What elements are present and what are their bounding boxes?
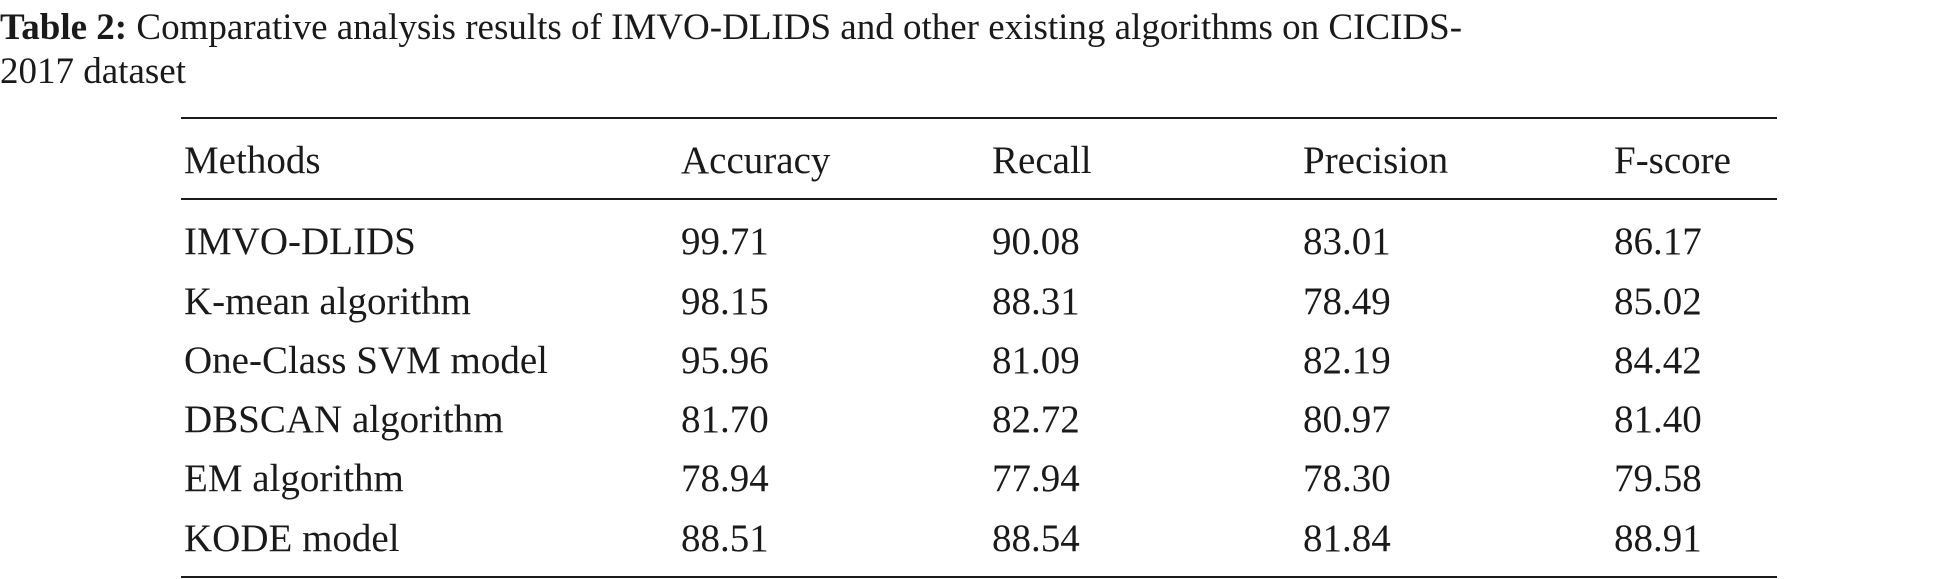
cell-f-score: 85.02 [1614, 280, 1702, 323]
header-f-score: F-score [1614, 139, 1731, 182]
cell-accuracy: 98.15 [681, 280, 769, 323]
header-accuracy: Accuracy [681, 139, 831, 182]
cell-precision: 78.49 [1303, 280, 1391, 323]
table-row: IMVO-DLIDS 99.71 90.08 83.01 86.17 [181, 200, 1777, 272]
cell-accuracy: 95.96 [681, 339, 769, 382]
header-precision: Precision [1303, 139, 1449, 182]
cell-f-score: 88.91 [1614, 516, 1702, 560]
cell-accuracy: 88.51 [681, 516, 769, 560]
table-header: Methods Accuracy Recall Precision F-scor… [181, 119, 1777, 198]
cell-method: KODE model [184, 516, 400, 560]
results-table-body: IMVO-DLIDS 99.71 90.08 83.01 86.17 K-mea… [181, 200, 1777, 576]
cell-precision: 80.97 [1303, 398, 1391, 441]
cell-precision: 83.01 [1303, 219, 1391, 263]
cell-precision: 78.30 [1303, 457, 1391, 500]
cell-recall: 82.72 [992, 398, 1080, 441]
cell-method: K-mean algorithm [184, 280, 471, 323]
cell-recall: 90.08 [992, 219, 1080, 263]
cell-recall: 88.54 [992, 516, 1080, 560]
cell-f-score: 79.58 [1614, 457, 1702, 500]
cell-recall: 81.09 [992, 339, 1080, 382]
header-recall: Recall [992, 139, 1092, 182]
cell-method: IMVO-DLIDS [184, 219, 416, 263]
caption-text-line1: Comparative analysis results of IMVO-DLI… [136, 7, 1463, 48]
cell-precision: 81.84 [1303, 516, 1391, 560]
cell-method: One-Class SVM model [184, 339, 548, 382]
table-row: One-Class SVM model 95.96 81.09 82.19 84… [181, 331, 1777, 390]
cell-method: DBSCAN algorithm [184, 398, 504, 441]
top-rule [181, 117, 1777, 119]
header-rule [181, 198, 1777, 200]
cell-f-score: 86.17 [1614, 219, 1702, 263]
cell-method: EM algorithm [184, 457, 404, 500]
cell-accuracy: 81.70 [681, 398, 769, 441]
cell-precision: 82.19 [1303, 339, 1391, 382]
cell-recall: 88.31 [992, 280, 1080, 323]
cell-accuracy: 78.94 [681, 457, 769, 500]
results-table-container: Methods Accuracy Recall Precision F-scor… [181, 117, 1777, 578]
table-caption: Table 2: Comparative analysis results of… [0, 6, 1954, 94]
header-methods: Methods [184, 139, 321, 182]
caption-label: Table 2: [0, 7, 128, 48]
bottom-rule [181, 576, 1777, 578]
cell-accuracy: 99.71 [681, 219, 769, 263]
header-row: Methods Accuracy Recall Precision F-scor… [181, 119, 1777, 198]
caption-text-line2: 2017 dataset [0, 51, 186, 92]
cell-f-score: 81.40 [1614, 398, 1702, 441]
table-row: K-mean algorithm 98.15 88.31 78.49 85.02 [181, 272, 1777, 331]
table-row: KODE model 88.51 88.54 81.84 88.91 [181, 508, 1777, 576]
cell-f-score: 84.42 [1614, 339, 1702, 382]
results-table: Methods Accuracy Recall Precision F-scor… [181, 119, 1777, 198]
table-row: EM algorithm 78.94 77.94 78.30 79.58 [181, 449, 1777, 508]
table-row: DBSCAN algorithm 81.70 82.72 80.97 81.40 [181, 390, 1777, 449]
cell-recall: 77.94 [992, 457, 1080, 500]
